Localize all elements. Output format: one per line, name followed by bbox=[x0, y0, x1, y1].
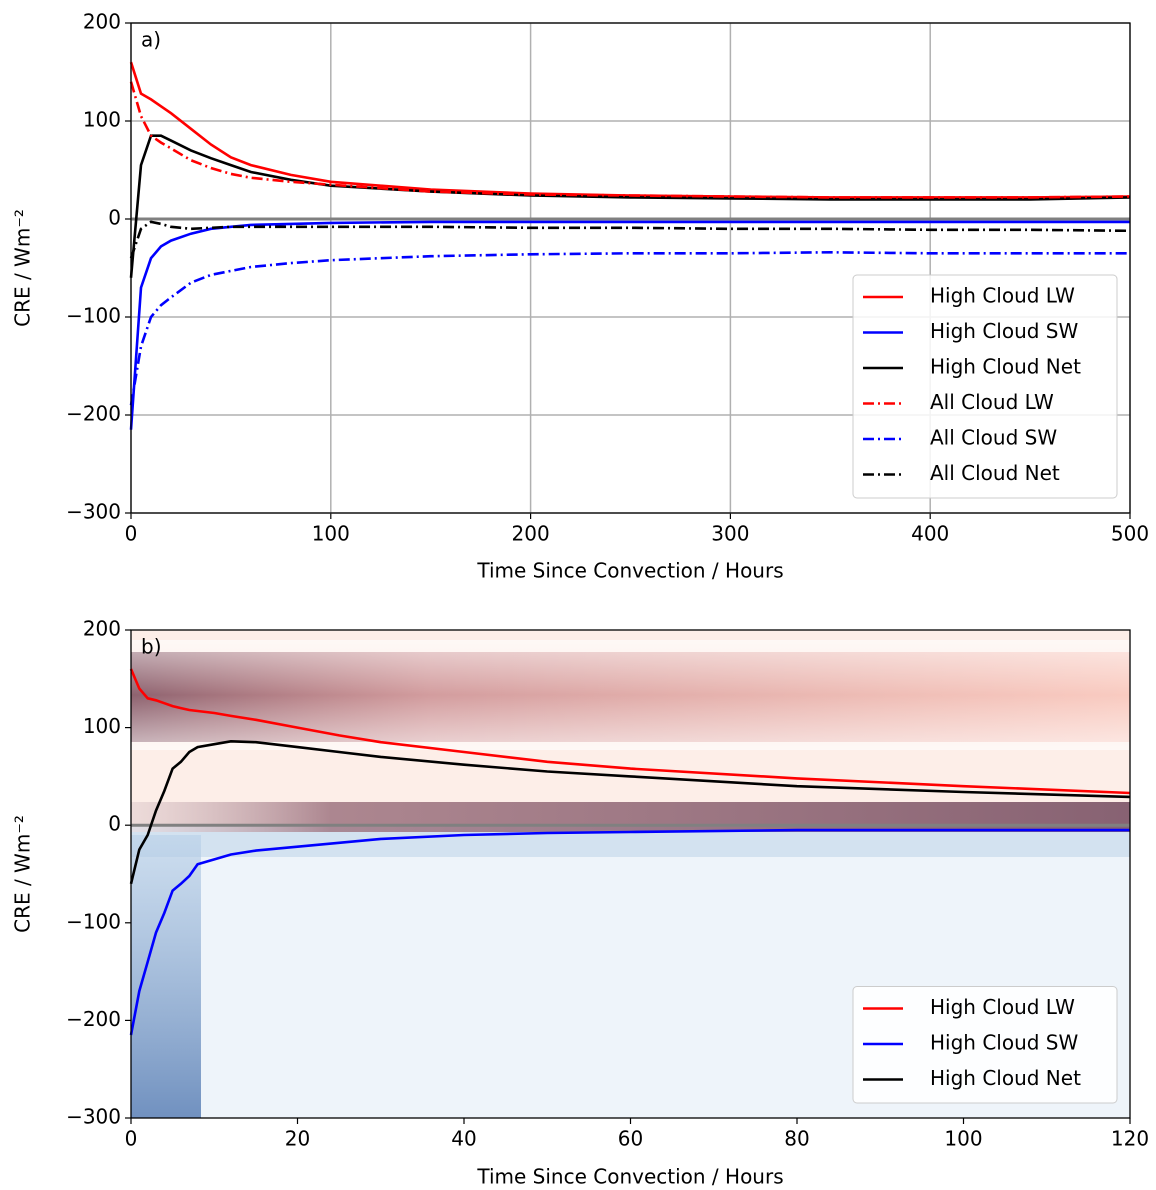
y-tick-label: −100 bbox=[66, 909, 121, 933]
plot-frame bbox=[130, 22, 1131, 514]
series-line bbox=[129, 81, 1131, 199]
legend-box bbox=[852, 986, 1118, 1104]
x-tick-label: 60 bbox=[618, 1127, 643, 1151]
series-line bbox=[129, 220, 1130, 430]
y-tick-label: −200 bbox=[66, 402, 121, 426]
y-tick-label: −300 bbox=[66, 500, 121, 524]
x-axis-label: Time Since Convection / Hours bbox=[476, 1165, 783, 1189]
y-tick-label: −300 bbox=[66, 1105, 121, 1129]
plot-frame bbox=[130, 629, 1131, 1119]
y-axis-label: CRE / Wm⁻² bbox=[11, 209, 35, 327]
x-tick-label: 120 bbox=[1111, 1127, 1149, 1151]
y-tick-label: 100 bbox=[83, 714, 121, 738]
legend-label: High Cloud Net bbox=[930, 1066, 1081, 1090]
panel-label: a) bbox=[141, 28, 161, 52]
x-tick-label: 20 bbox=[285, 1127, 310, 1151]
x-tick-label: 40 bbox=[451, 1127, 476, 1151]
y-tick-label: −200 bbox=[66, 1007, 121, 1031]
legend-label: High Cloud Net bbox=[930, 355, 1081, 379]
legend-label: All Cloud LW bbox=[930, 390, 1054, 414]
x-tick-label: 0 bbox=[125, 522, 138, 546]
x-tick-label: 200 bbox=[512, 522, 550, 546]
legend-label: High Cloud LW bbox=[930, 284, 1075, 308]
y-tick-label: −100 bbox=[66, 304, 121, 328]
series-line bbox=[129, 739, 1131, 885]
legend-box bbox=[852, 274, 1118, 499]
x-tick-label: 500 bbox=[1111, 522, 1149, 546]
legend-label: High Cloud SW bbox=[930, 1031, 1079, 1055]
panel-label: b) bbox=[141, 635, 162, 659]
y-tick-label: 0 bbox=[108, 206, 121, 230]
x-tick-label: 100 bbox=[944, 1127, 982, 1151]
y-tick-label: 0 bbox=[108, 812, 121, 836]
legend-label: High Cloud SW bbox=[930, 319, 1079, 343]
series-line bbox=[129, 134, 1131, 278]
x-axis-label: Time Since Convection / Hours bbox=[476, 559, 783, 583]
series-line bbox=[129, 61, 1131, 199]
x-tick-label: 400 bbox=[911, 522, 949, 546]
x-tick-label: 100 bbox=[312, 522, 350, 546]
x-tick-label: 80 bbox=[784, 1127, 809, 1151]
series-line bbox=[129, 828, 1130, 1036]
y-tick-label: 200 bbox=[83, 10, 121, 34]
legend-label: All Cloud Net bbox=[930, 461, 1060, 485]
y-axis-label: CRE / Wm⁻² bbox=[11, 815, 35, 933]
x-tick-label: 0 bbox=[125, 1127, 138, 1151]
legend-label: High Cloud LW bbox=[930, 995, 1075, 1019]
series-line bbox=[129, 668, 1131, 795]
y-tick-label: 100 bbox=[83, 108, 121, 132]
series-line bbox=[129, 220, 1131, 259]
series-line bbox=[129, 250, 1130, 406]
legend-label: All Cloud SW bbox=[930, 426, 1057, 450]
heatmap bbox=[131, 630, 1130, 1118]
x-tick-label: 300 bbox=[711, 522, 749, 546]
y-tick-label: 200 bbox=[83, 617, 121, 641]
